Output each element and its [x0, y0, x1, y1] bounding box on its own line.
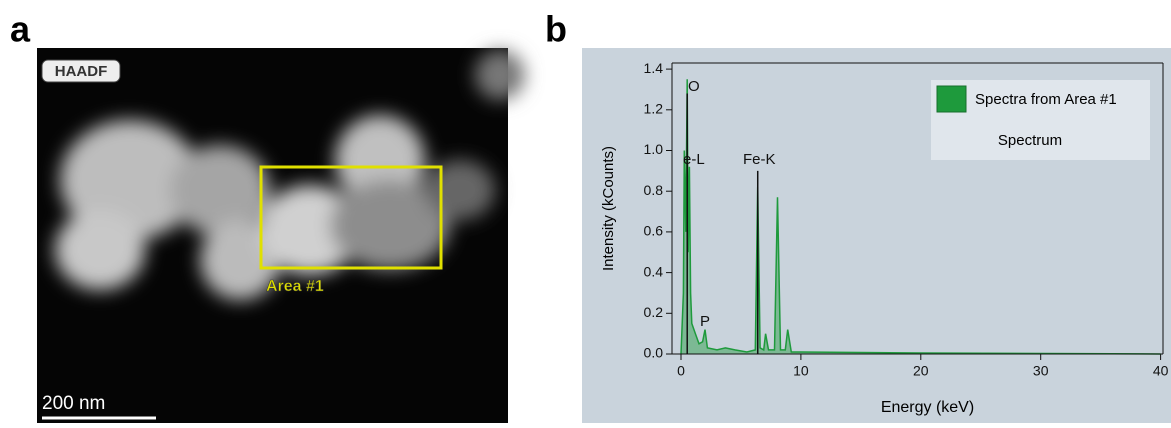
- panel-label: b: [545, 9, 567, 50]
- x-tick-label: 10: [793, 363, 809, 379]
- peak-label: Fe-K: [743, 151, 776, 168]
- micrograph: HAADF Area #1 200 nm: [37, 48, 525, 423]
- legend-label: Spectra from Area #1: [975, 91, 1117, 108]
- legend: [931, 80, 1150, 160]
- scale-bar-label: 200 nm: [42, 393, 105, 414]
- peak-label: P: [700, 313, 710, 330]
- y-tick-label: 0.4: [644, 263, 664, 279]
- x-axis-label: Energy (keV): [881, 399, 974, 416]
- legend-swatch: [936, 85, 967, 113]
- y-tick-label: 1.4: [644, 60, 664, 76]
- chart: 0.0 0.2 0.4 0.6 0.8 1.0 1.2 1.4 0 10 20 30 40 Oe-L Fe-…: [600, 60, 1169, 416]
- peak-label: e-L: [683, 151, 705, 168]
- legend-title: Spectrum: [998, 132, 1062, 149]
- peak-label: O: [688, 78, 700, 95]
- spectrum-line: [680, 79, 1161, 355]
- x-tick-label: 0: [677, 363, 685, 379]
- y-tick-label: 1.2: [644, 101, 664, 117]
- y-tick-label: 0.2: [644, 304, 664, 320]
- x-tick-label: 20: [913, 363, 929, 379]
- y-tick-label: 0.6: [644, 223, 664, 239]
- y-tick-label: 0.0: [644, 345, 664, 361]
- area-label: Area #1: [266, 278, 324, 295]
- x-tick-label: 40: [1153, 363, 1169, 379]
- panel-label: a: [10, 9, 31, 50]
- y-tick-label: 0.8: [644, 182, 664, 198]
- x-tick-label: 30: [1033, 363, 1049, 379]
- y-axis-label: Intensity (kCounts): [600, 146, 617, 271]
- y-tick-label: 1.0: [644, 141, 664, 157]
- badge: HAADF: [55, 63, 108, 80]
